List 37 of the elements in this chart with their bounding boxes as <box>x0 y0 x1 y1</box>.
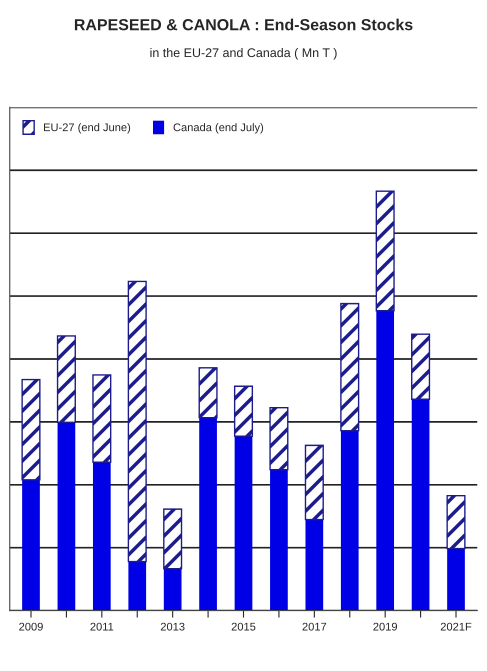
bar <box>21 378 41 480</box>
bar <box>269 406 288 470</box>
bar <box>340 430 359 611</box>
x-tick-label: 2011 <box>90 622 114 631</box>
chart-title: RAPESEED & CANOLA : End-Season Stocks <box>74 18 413 30</box>
bar <box>128 562 146 611</box>
bar <box>163 508 182 570</box>
x-tick-label: 2019 <box>373 622 398 631</box>
bar <box>199 418 217 611</box>
bar <box>56 335 76 424</box>
bar <box>92 462 111 611</box>
bar <box>198 367 218 418</box>
bar <box>270 470 288 611</box>
x-tick-label: 2017 <box>302 622 326 631</box>
x-tick-label: 2021F <box>440 622 472 631</box>
bar <box>58 422 76 611</box>
x-tick-label: 2015 <box>232 622 256 631</box>
bar <box>304 444 324 520</box>
bar <box>128 280 147 562</box>
x-tick-label: 2009 <box>19 622 43 631</box>
bar <box>234 436 252 611</box>
bar <box>376 190 395 312</box>
bar <box>412 399 430 611</box>
bar <box>234 386 254 437</box>
bar <box>164 568 182 611</box>
bar <box>305 520 324 611</box>
chart-subtitle: in the EU-27 and Canada ( Mn T ) <box>150 48 337 60</box>
bar <box>340 302 360 432</box>
bar <box>92 374 112 463</box>
bar <box>22 480 40 611</box>
legend-label: Canada (end July) <box>174 123 264 134</box>
legend-label: EU-27 (end June) <box>44 123 130 134</box>
x-tick-label: 2013 <box>160 622 185 631</box>
bar <box>376 310 394 611</box>
bar <box>447 548 465 611</box>
bar <box>411 334 430 400</box>
bar <box>446 495 466 550</box>
